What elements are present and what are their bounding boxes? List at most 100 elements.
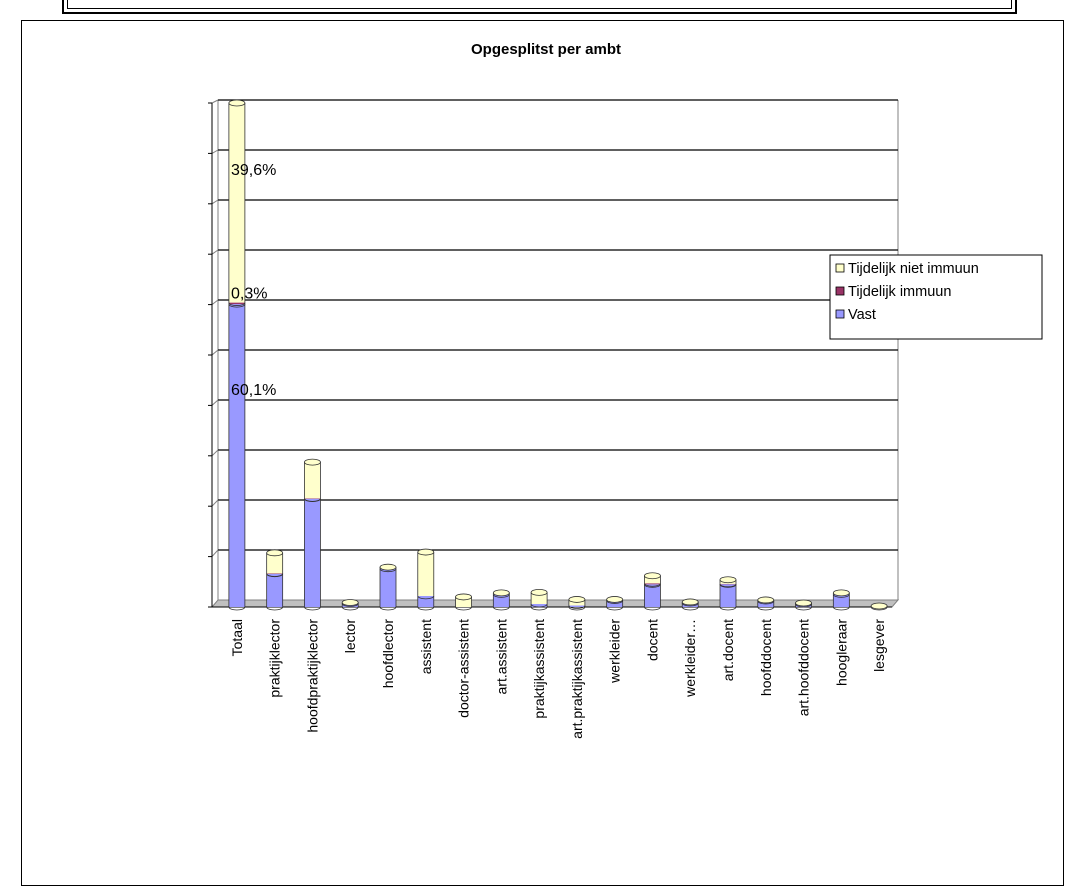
- category-label: docent: [644, 619, 660, 661]
- bar-segment-bottom: [379, 568, 397, 573]
- gridline-side: [211, 299, 219, 305]
- bar-segment-bottom: [757, 606, 775, 611]
- category-label: art.hoofddocent: [796, 619, 812, 716]
- bar-group: [870, 602, 888, 611]
- bar-segment-bottom: [832, 594, 850, 598]
- bar-segment: [493, 594, 510, 607]
- bar-segment: [304, 462, 321, 499]
- bar-top: [341, 599, 359, 606]
- bar-segment-bottom: [568, 605, 586, 609]
- bars: [228, 99, 888, 611]
- bar-group: [757, 596, 775, 611]
- bar-segment: [720, 584, 736, 607]
- bar-top: [757, 596, 775, 604]
- top-border-bar: [62, 0, 1017, 14]
- bar-group: [644, 572, 661, 611]
- category-label: praktijkassistent: [531, 619, 547, 719]
- category-label: art.praktijkassistent: [569, 619, 585, 739]
- bar-segment-bottom: [266, 573, 284, 577]
- bar-top: [870, 602, 888, 610]
- bar-segment-bottom: [530, 603, 548, 608]
- data-label: 39,6%: [231, 162, 276, 179]
- bar-segment-bottom: [681, 606, 699, 611]
- bar-segment-bottom: [228, 302, 246, 306]
- bar-segment-bottom: [606, 600, 624, 604]
- bar-top: [455, 593, 472, 601]
- bar-segment: [266, 552, 283, 574]
- legend-swatch: [835, 309, 845, 319]
- gridline-side: [211, 399, 219, 406]
- bar-segment: [455, 596, 472, 607]
- category-label: lesgever: [871, 619, 887, 672]
- legend: Tijdelijk niet immuun Tijdelijk immuun Vas…: [829, 254, 1043, 340]
- bar-group: [304, 458, 321, 611]
- bar-segment-bottom: [530, 606, 548, 611]
- bar-segment-bottom: [719, 606, 737, 611]
- bar-segment-bottom: [681, 602, 699, 607]
- bar-segment-bottom: [266, 606, 284, 611]
- bar-segment: [266, 573, 283, 607]
- bar-top: [379, 563, 397, 571]
- category-labels: Totaal praktijklector hoofdpraktijklector l…: [229, 619, 887, 739]
- bar-group: [266, 549, 284, 611]
- bar-segment: [644, 584, 661, 607]
- category-label: art.docent: [720, 619, 736, 681]
- bar-top: [228, 99, 246, 107]
- gridline-side: [211, 99, 219, 104]
- bar-group: [492, 589, 510, 611]
- bar-group: [832, 589, 850, 611]
- bar-top: [530, 588, 548, 596]
- bar-segment: [568, 605, 585, 607]
- bar-segment: [417, 595, 434, 607]
- bar-group: [568, 596, 586, 611]
- bar-top: [795, 599, 812, 607]
- bar-segment: [644, 575, 661, 584]
- bar-segment-bottom: [492, 594, 510, 598]
- legend-swatch: [835, 286, 845, 296]
- data-labels: 39,6% 0,3% 60,1%: [231, 162, 276, 399]
- bar-top: [568, 596, 586, 603]
- bar-segment-bottom: [644, 606, 661, 611]
- gridline-side: [211, 149, 219, 154]
- bar-segment-bottom: [492, 606, 510, 611]
- bar-segment: [833, 594, 850, 607]
- category-label: hoofdlector: [380, 619, 396, 689]
- data-label: 60,1%: [231, 382, 276, 399]
- bar-top: [417, 548, 435, 556]
- bar-segment-bottom: [341, 606, 359, 611]
- bar-group: [795, 599, 812, 611]
- legend-swatch: [835, 263, 845, 273]
- bar-segment: [228, 302, 245, 305]
- category-label: praktijklector: [267, 619, 283, 698]
- category-label: hoofdpraktijklector: [304, 619, 320, 733]
- bar-group: [719, 576, 737, 611]
- bar-top: [832, 589, 850, 597]
- bar-segment-bottom: [795, 603, 812, 608]
- gridline-side: [211, 349, 219, 356]
- gridline-side: [211, 199, 219, 205]
- y-axis: [208, 102, 213, 608]
- bar-group: [228, 99, 246, 611]
- legend-label: Tijdelijk immuun: [848, 284, 951, 300]
- chart-title: Opgesplitst per ambt: [471, 41, 621, 58]
- bar-segment-bottom: [606, 606, 624, 611]
- bar-group: [681, 598, 699, 611]
- bar-group: [341, 599, 359, 611]
- bar-segment-bottom: [757, 600, 775, 605]
- category-label: art.assistent: [493, 619, 509, 695]
- bar-segment-bottom: [719, 583, 737, 588]
- bar-segment-bottom: [341, 603, 359, 607]
- category-label: Totaal: [229, 619, 245, 656]
- bar-top: [719, 576, 737, 584]
- bar-segment: [304, 498, 321, 499]
- bar-segment-bottom: [870, 606, 888, 611]
- legend-box: [829, 254, 1043, 340]
- bar-segment: [228, 304, 245, 607]
- data-label: 0,3%: [231, 286, 267, 303]
- bar-segment-bottom: [379, 606, 397, 611]
- category-label: assistent: [418, 619, 434, 674]
- bar-segment: [644, 583, 661, 585]
- bar-top: [266, 549, 284, 557]
- category-label: doctor-assistent: [456, 619, 472, 718]
